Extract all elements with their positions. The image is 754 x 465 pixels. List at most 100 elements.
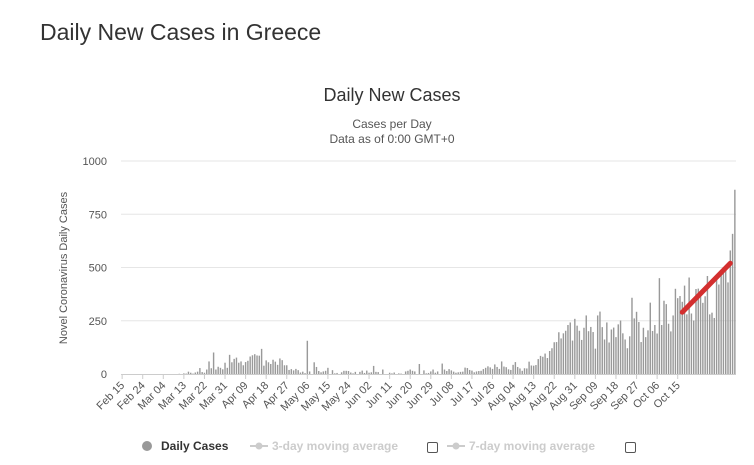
bar[interactable] [270, 363, 272, 374]
bar[interactable] [626, 348, 629, 374]
bar[interactable] [201, 372, 203, 374]
bar[interactable] [203, 372, 206, 374]
bar[interactable] [393, 372, 395, 374]
bar[interactable] [546, 358, 549, 374]
bar[interactable] [585, 315, 587, 374]
bar[interactable] [731, 233, 734, 374]
bar[interactable] [368, 372, 370, 374]
bar[interactable] [663, 300, 665, 374]
bar[interactable] [327, 367, 329, 374]
bar[interactable] [361, 370, 363, 374]
bar[interactable] [473, 372, 475, 374]
bar[interactable] [544, 353, 546, 374]
bar[interactable] [548, 351, 551, 374]
bar[interactable] [535, 365, 537, 374]
bar[interactable] [242, 365, 245, 374]
bar[interactable] [196, 371, 199, 374]
bar[interactable] [478, 371, 480, 374]
bar[interactable] [302, 371, 304, 374]
bar[interactable] [713, 317, 715, 374]
bar[interactable] [686, 314, 688, 374]
bar[interactable] [489, 367, 491, 374]
bar[interactable] [292, 370, 295, 374]
bar[interactable] [434, 372, 437, 374]
bar[interactable] [322, 371, 325, 374]
bar[interactable] [354, 371, 357, 374]
bar[interactable] [480, 370, 482, 374]
bar[interactable] [208, 361, 210, 374]
3-day-average-checkbox[interactable] [427, 442, 438, 453]
bar[interactable] [725, 269, 727, 374]
bar[interactable] [276, 364, 279, 374]
bar[interactable] [331, 370, 334, 374]
bar[interactable] [283, 365, 286, 374]
bar[interactable] [411, 370, 414, 374]
bar[interactable] [505, 367, 507, 374]
bar[interactable] [288, 369, 290, 374]
bar[interactable] [409, 369, 411, 374]
bar[interactable] [441, 363, 443, 374]
bar[interactable] [642, 327, 645, 374]
bar[interactable] [388, 372, 391, 374]
bar[interactable] [222, 369, 224, 374]
bar[interactable] [324, 370, 327, 374]
bar[interactable] [359, 371, 361, 374]
bar[interactable] [430, 371, 432, 374]
bar[interactable] [187, 371, 190, 374]
bar[interactable] [503, 366, 505, 374]
bar[interactable] [644, 337, 647, 374]
bar[interactable] [343, 370, 345, 374]
bar[interactable] [590, 326, 592, 374]
bar[interactable] [729, 250, 731, 374]
bar[interactable] [512, 364, 514, 374]
bar[interactable] [251, 355, 254, 374]
bar[interactable] [295, 368, 297, 374]
bar[interactable] [190, 372, 192, 374]
bar[interactable] [455, 372, 457, 374]
bar[interactable] [210, 368, 213, 374]
legend-item-3-day-average[interactable]: 3-day moving average [250, 439, 398, 453]
bar[interactable] [281, 360, 283, 374]
bar[interactable] [601, 327, 603, 374]
bar[interactable] [699, 295, 702, 374]
bar[interactable] [260, 348, 263, 374]
7-day-average-checkbox[interactable] [625, 442, 636, 453]
bar[interactable] [315, 366, 318, 374]
bar[interactable] [702, 302, 704, 374]
bar[interactable] [521, 370, 523, 374]
bar[interactable] [183, 373, 185, 374]
bar[interactable] [432, 369, 434, 374]
bar[interactable] [615, 337, 617, 374]
bar[interactable] [516, 366, 519, 374]
bar[interactable] [199, 368, 201, 374]
bar[interactable] [672, 315, 674, 374]
bar[interactable] [468, 369, 471, 374]
bar[interactable] [247, 360, 249, 374]
bar[interactable] [224, 362, 226, 374]
bar[interactable] [587, 331, 590, 374]
bar[interactable] [318, 371, 320, 374]
bar[interactable] [638, 322, 640, 374]
bar[interactable] [366, 370, 368, 374]
bar[interactable] [583, 327, 585, 374]
bar[interactable] [676, 298, 679, 374]
bar[interactable] [484, 367, 487, 374]
bar[interactable] [452, 371, 455, 374]
bar[interactable] [530, 365, 533, 374]
bar[interactable] [258, 355, 261, 374]
bar[interactable] [450, 370, 453, 374]
bar[interactable] [290, 369, 293, 374]
bar[interactable] [681, 301, 683, 374]
bar[interactable] [398, 373, 400, 374]
bar[interactable] [715, 280, 718, 374]
bar[interactable] [660, 325, 663, 374]
bar[interactable] [391, 373, 393, 374]
bar[interactable] [599, 311, 601, 374]
bar[interactable] [526, 368, 528, 374]
bar[interactable] [286, 365, 288, 374]
bar[interactable] [404, 371, 407, 374]
bar[interactable] [487, 366, 489, 374]
bar[interactable] [320, 372, 322, 374]
bar[interactable] [720, 274, 722, 374]
bar[interactable] [647, 330, 649, 374]
